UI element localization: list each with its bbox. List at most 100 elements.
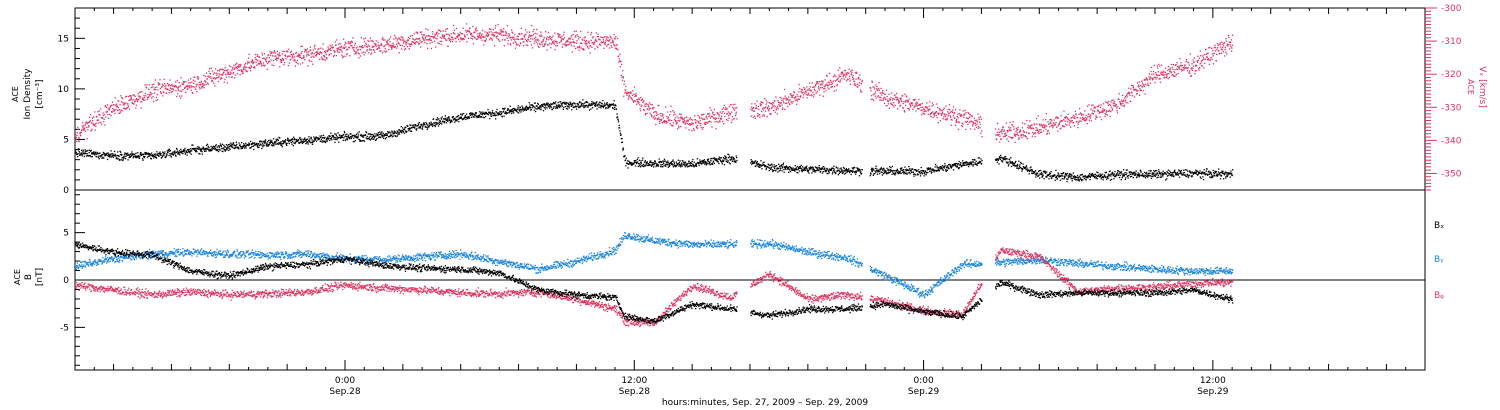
density-series-point <box>402 131 404 133</box>
density-series-point <box>84 151 86 153</box>
density-series-point <box>354 140 357 142</box>
vx-series-point <box>242 68 244 71</box>
density-series-point <box>1005 158 1007 160</box>
density-series-point <box>1129 171 1131 173</box>
density-series-point <box>1191 175 1194 177</box>
vx-series-point <box>124 108 126 110</box>
density-series-point <box>303 138 306 140</box>
density-series-point <box>923 170 925 172</box>
vx-series-point <box>219 68 221 70</box>
density-series-point <box>131 151 133 153</box>
density-series-point <box>291 143 293 145</box>
density-series-point <box>914 169 916 171</box>
density-series-point <box>1228 173 1230 175</box>
vx-series-point <box>151 93 153 95</box>
density-series-point <box>268 144 270 146</box>
vx-series-point <box>327 48 329 50</box>
density-series-point <box>537 102 539 105</box>
density-series-point <box>955 165 957 167</box>
density-series-point <box>287 138 289 140</box>
density-series-point <box>362 136 364 138</box>
vx-series-point <box>359 55 361 57</box>
vx-series-point <box>274 55 276 57</box>
density-series-point <box>1074 177 1076 179</box>
vx-series-point <box>500 31 502 33</box>
density-series-point <box>1175 173 1177 175</box>
density-series-point <box>602 106 604 109</box>
density-series-point <box>648 164 650 167</box>
density-series-point <box>244 144 246 146</box>
density-series-point <box>768 167 771 169</box>
vx-series-point <box>177 93 179 95</box>
vx-series-point <box>562 43 564 45</box>
vx-series-point <box>92 120 94 122</box>
density-series-point <box>599 104 601 106</box>
density-series-point <box>1040 173 1042 175</box>
density-series-point <box>761 168 763 170</box>
density-series-point <box>484 111 486 114</box>
vx-series-point <box>94 123 96 125</box>
vx-series-point <box>150 91 152 94</box>
density-series-point <box>412 126 415 128</box>
density-series-point <box>522 110 524 112</box>
density-series-point <box>949 164 951 166</box>
density-series-point <box>708 162 711 164</box>
density-series-point <box>930 168 932 170</box>
density-series-point <box>845 170 847 172</box>
density-series-point <box>157 154 159 156</box>
density-series-point <box>1208 170 1210 172</box>
vx-series-point <box>453 24 455 27</box>
density-series-point <box>305 138 308 141</box>
density-series-point <box>135 157 137 159</box>
density-series-point <box>960 165 962 167</box>
vx-series-point <box>205 72 208 74</box>
vx-series-point <box>355 51 357 53</box>
density-series-point <box>502 108 504 110</box>
density-series-point <box>205 144 208 146</box>
density-series-point <box>834 172 836 174</box>
vx-series-point <box>226 73 228 75</box>
density-series-point <box>1081 180 1083 182</box>
density-series-point <box>636 162 638 165</box>
vx-series-point <box>422 34 425 36</box>
density-series-point <box>925 171 927 173</box>
density-series-point <box>479 113 482 115</box>
vx-series-point <box>277 57 279 59</box>
vx-series-point <box>219 73 221 75</box>
density-series-point <box>756 163 758 165</box>
density-series-point <box>164 151 166 153</box>
density-series-point <box>530 109 532 111</box>
density-series-point <box>791 169 794 171</box>
vx-series-point <box>259 60 261 62</box>
density-series-point <box>198 148 201 150</box>
vx-series-point <box>230 72 232 74</box>
density-series-point <box>481 114 483 116</box>
density-series-point <box>1058 173 1060 175</box>
vx-series-point <box>120 109 122 111</box>
vx-series-point <box>549 37 552 40</box>
density-series-point <box>1136 176 1138 178</box>
density-series-point <box>524 108 526 110</box>
vx-series-point <box>452 38 454 41</box>
vx-series-point <box>179 85 182 87</box>
density-series-point <box>1202 178 1205 181</box>
density-series-point <box>92 152 94 154</box>
vx-series-point <box>289 59 291 61</box>
density-series-point <box>358 138 360 140</box>
vx-series-point <box>321 58 324 61</box>
density-series-point <box>513 112 515 114</box>
density-series-point <box>1169 174 1171 176</box>
density-series-point <box>1039 173 1041 175</box>
density-series-point <box>105 153 107 155</box>
density-series-point <box>1002 159 1004 161</box>
density-series-point <box>507 109 510 111</box>
density-series-point <box>367 133 369 135</box>
density-series-point <box>77 156 79 158</box>
density-series-point <box>528 106 530 108</box>
density-series-point <box>876 173 879 175</box>
density-series-point <box>1021 168 1023 170</box>
density-series-point <box>314 139 316 141</box>
density-series-point <box>153 153 156 156</box>
vx-series-point <box>473 36 476 38</box>
density-series-point <box>1009 161 1012 163</box>
